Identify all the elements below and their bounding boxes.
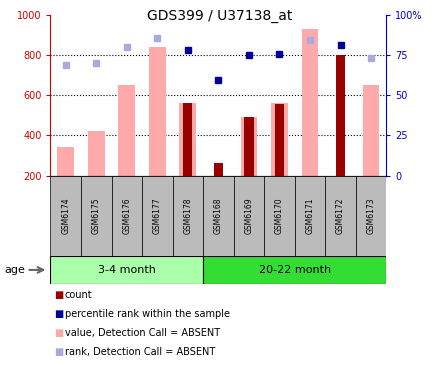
- Bar: [118, 85, 135, 176]
- Bar: [362, 85, 378, 176]
- Text: GSM6173: GSM6173: [366, 198, 374, 234]
- Text: ■: ■: [53, 328, 63, 338]
- Bar: [355, 176, 385, 256]
- Bar: [179, 103, 196, 176]
- Bar: [213, 163, 223, 176]
- Bar: [335, 55, 344, 176]
- Text: ■: ■: [53, 309, 63, 319]
- Bar: [111, 176, 142, 256]
- Bar: [57, 147, 74, 176]
- Text: rank, Detection Call = ABSENT: rank, Detection Call = ABSENT: [64, 347, 214, 357]
- Bar: [203, 176, 233, 256]
- Text: GDS399 / U37138_at: GDS399 / U37138_at: [146, 9, 292, 23]
- Text: GSM6176: GSM6176: [122, 198, 131, 234]
- Text: age: age: [4, 265, 25, 275]
- Text: count: count: [64, 290, 92, 300]
- Bar: [301, 29, 318, 176]
- Bar: [50, 256, 203, 284]
- Text: 20-22 month: 20-22 month: [258, 265, 330, 275]
- Bar: [294, 176, 325, 256]
- Bar: [274, 104, 283, 176]
- Text: 3-4 month: 3-4 month: [98, 265, 155, 275]
- Text: GSM6174: GSM6174: [61, 198, 70, 234]
- Text: GSM6175: GSM6175: [92, 198, 101, 234]
- Text: GSM6172: GSM6172: [335, 198, 344, 234]
- Text: GSM6169: GSM6169: [244, 198, 253, 234]
- Text: ■: ■: [53, 347, 63, 357]
- Bar: [233, 176, 264, 256]
- Text: value, Detection Call = ABSENT: value, Detection Call = ABSENT: [64, 328, 219, 338]
- Bar: [148, 47, 166, 176]
- Text: GSM6168: GSM6168: [213, 198, 223, 234]
- Bar: [244, 117, 253, 176]
- Text: GSM6178: GSM6178: [183, 198, 192, 234]
- Bar: [88, 131, 104, 176]
- Bar: [264, 176, 294, 256]
- Bar: [203, 256, 385, 284]
- Text: GSM6177: GSM6177: [152, 198, 162, 234]
- Text: GSM6170: GSM6170: [274, 198, 283, 234]
- Text: percentile rank within the sample: percentile rank within the sample: [64, 309, 229, 319]
- Bar: [50, 176, 81, 256]
- Bar: [142, 176, 172, 256]
- Bar: [183, 103, 192, 176]
- Text: ■: ■: [53, 290, 63, 300]
- Bar: [172, 176, 203, 256]
- Bar: [81, 176, 111, 256]
- Bar: [240, 117, 257, 176]
- Bar: [325, 176, 355, 256]
- Bar: [270, 103, 287, 176]
- Text: GSM6171: GSM6171: [305, 198, 314, 234]
